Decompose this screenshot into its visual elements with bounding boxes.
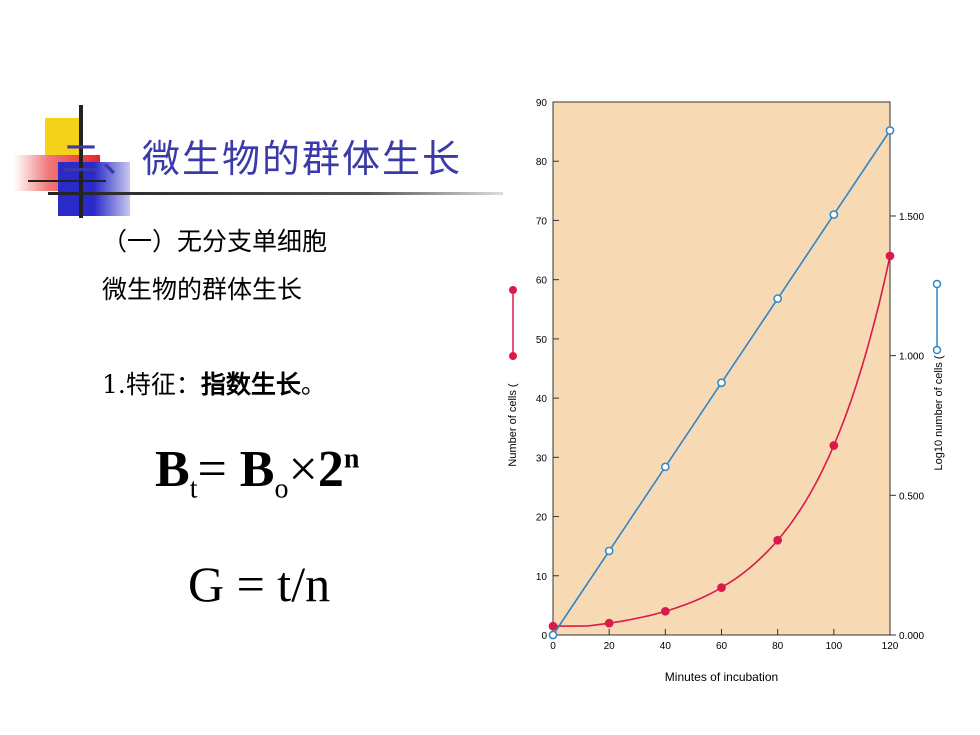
subtitle-line-2: 微生物的群体生长 (102, 275, 303, 304)
left-axis: 0 10 20 30 40 50 60 70 80 90 (536, 98, 559, 642)
series-point-1 (604, 618, 614, 628)
x-tick-label: 80 (772, 641, 784, 652)
decor-yellow-square (45, 118, 83, 162)
subtitle-line-1: （一）无分支单细胞 (102, 227, 328, 256)
title-underline (48, 192, 503, 195)
y-axis-label-left: Number of cells ( (507, 383, 519, 466)
y-tick-label-left: 90 (536, 98, 548, 109)
plot-area (552, 101, 891, 636)
right-axis: 0.000 0.500 1.000 1.500 (890, 212, 924, 642)
series-layer (548, 126, 895, 640)
legend-marker-log (932, 279, 942, 289)
series-point-2 (885, 126, 895, 135)
formula-rhs: B (239, 441, 275, 498)
y-tick-label-left: 20 (536, 513, 548, 524)
formula-times: × (288, 441, 318, 498)
formula-lhs-sub: t (189, 473, 198, 505)
y-tick-label-left: 30 (536, 453, 548, 464)
series-point-2 (604, 546, 614, 556)
growth-formula: Bt= Bo×2n (155, 440, 359, 505)
x-tick-label: 40 (660, 641, 672, 652)
series-point-1 (660, 606, 670, 616)
series-point-2 (660, 462, 670, 472)
y-axis-label-right: Log10 number of cells ( (933, 355, 945, 470)
y-tick-label-left: 0 (541, 631, 547, 642)
y-tick-label-left: 60 (536, 276, 548, 287)
y-tick-label-left: 10 (536, 572, 548, 583)
y-tick-label-right: 1.000 (899, 352, 924, 363)
formula-base: 2 (317, 441, 344, 498)
series-point-1 (548, 621, 558, 631)
x-tick-label: 100 (825, 641, 842, 652)
series-point-1 (773, 535, 783, 545)
decor-vertical-line (79, 105, 83, 218)
series-point-1 (829, 441, 839, 450)
formula-exp: n (343, 443, 360, 475)
legend-marker-log (932, 345, 942, 355)
slide-title: 二、微生物的群体生长 (62, 137, 463, 181)
formula-rhs-sub: o (274, 473, 289, 505)
series-point-2 (829, 210, 839, 219)
formula-lhs: B (155, 441, 190, 498)
formula-equals: = (197, 441, 240, 498)
series-point-2 (773, 294, 783, 304)
x-tick-label: 60 (716, 641, 728, 652)
feature-text: 1.特征：指数生长。 (102, 365, 326, 401)
series-point-2 (548, 630, 558, 640)
feature-label: 1.特征： (102, 370, 201, 399)
legend-marker-linear (509, 286, 517, 294)
y-tick-label-left: 80 (536, 157, 548, 168)
bottom-axis: 0 20 40 60 80 100 120 (550, 629, 899, 652)
series-point-1 (717, 583, 726, 592)
y-tick-label-left: 50 (536, 335, 548, 346)
decor-horizontal-line (28, 180, 106, 182)
legend-marker-linear (509, 352, 517, 360)
x-tick-label: 120 (882, 641, 899, 652)
series-point-1 (885, 251, 895, 261)
y-tick-label-left: 70 (536, 216, 548, 227)
y-tick-label-right: 0.500 (899, 491, 924, 502)
x-tick-label: 20 (604, 641, 616, 652)
y-tick-label-right: 0.000 (899, 631, 924, 642)
y-tick-label-left: 40 (536, 394, 548, 405)
x-tick-label: 0 (550, 641, 556, 652)
decor-blue-square (58, 162, 130, 216)
legend-layer (509, 279, 942, 360)
feature-value: 指数生长 (200, 370, 301, 399)
feature-end: 。 (300, 370, 326, 399)
growth-chart: 0 10 20 30 40 50 60 70 80 90 0.000 0.500 1.000 1.500… (507, 98, 945, 684)
x-axis-label: Minutes of incubation (665, 670, 778, 684)
y-tick-label-right: 1.500 (899, 212, 924, 223)
series-point-2 (717, 378, 726, 388)
generation-time-formula: G = t/n (188, 556, 331, 612)
